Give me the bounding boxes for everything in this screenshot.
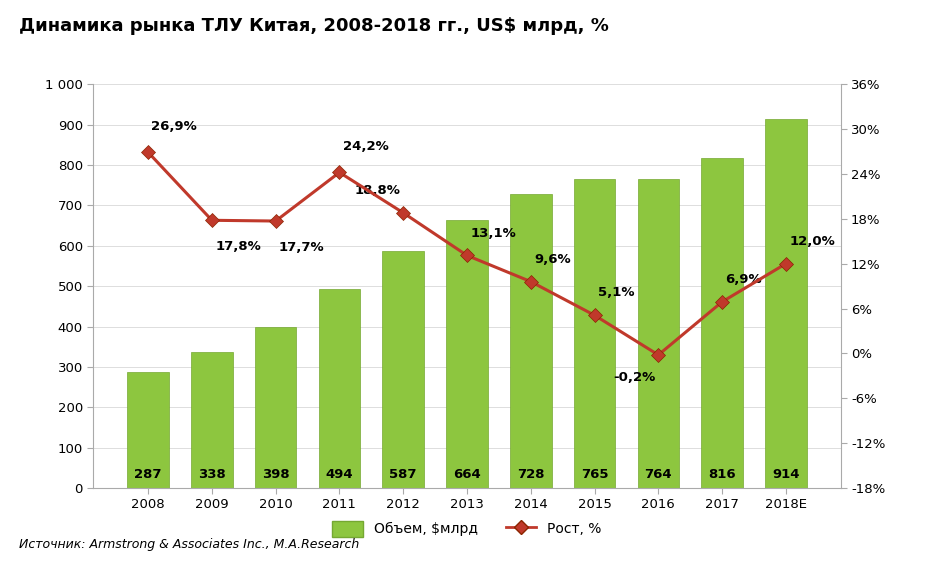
Text: 816: 816 [708,468,736,481]
Text: 6,9%: 6,9% [726,273,762,286]
Bar [510,194,551,488]
Text: 398: 398 [262,468,290,481]
Text: 914: 914 [772,468,800,481]
Text: 26,9%: 26,9% [151,119,197,132]
Text: 664: 664 [453,468,481,481]
Bar [573,179,616,488]
Legend: Объем, $млрд, Рост, %: Объем, $млрд, Рост, % [325,514,609,544]
Text: -0,2%: -0,2% [613,371,655,384]
Bar [638,180,679,488]
Bar [255,327,296,488]
Text: 17,8%: 17,8% [215,240,261,253]
Text: Динамика рынка ТЛУ Китая, 2008-2018 гг., US$ млрд, %: Динамика рынка ТЛУ Китая, 2008-2018 гг.,… [19,17,609,35]
Text: 494: 494 [326,468,353,481]
Bar [765,119,807,488]
Bar [191,352,233,488]
Bar [383,251,424,488]
Text: 764: 764 [644,468,672,481]
Text: 12,0%: 12,0% [789,234,835,248]
Text: 587: 587 [389,468,417,481]
Text: 338: 338 [198,468,226,481]
Text: 9,6%: 9,6% [534,252,571,266]
Text: 5,1%: 5,1% [598,286,634,300]
Bar [318,288,361,488]
Text: 287: 287 [134,468,162,481]
Text: 18,8%: 18,8% [354,184,400,197]
Bar [701,158,743,488]
Bar [446,220,488,488]
Text: 24,2%: 24,2% [343,140,389,153]
Text: Источник: Armstrong & Associates Inc., M.A.Research: Источник: Armstrong & Associates Inc., M… [19,538,359,551]
Text: 728: 728 [517,468,545,481]
Text: 13,1%: 13,1% [470,227,516,240]
Text: 17,7%: 17,7% [279,241,324,254]
Text: 765: 765 [581,468,608,481]
Bar [127,372,169,488]
